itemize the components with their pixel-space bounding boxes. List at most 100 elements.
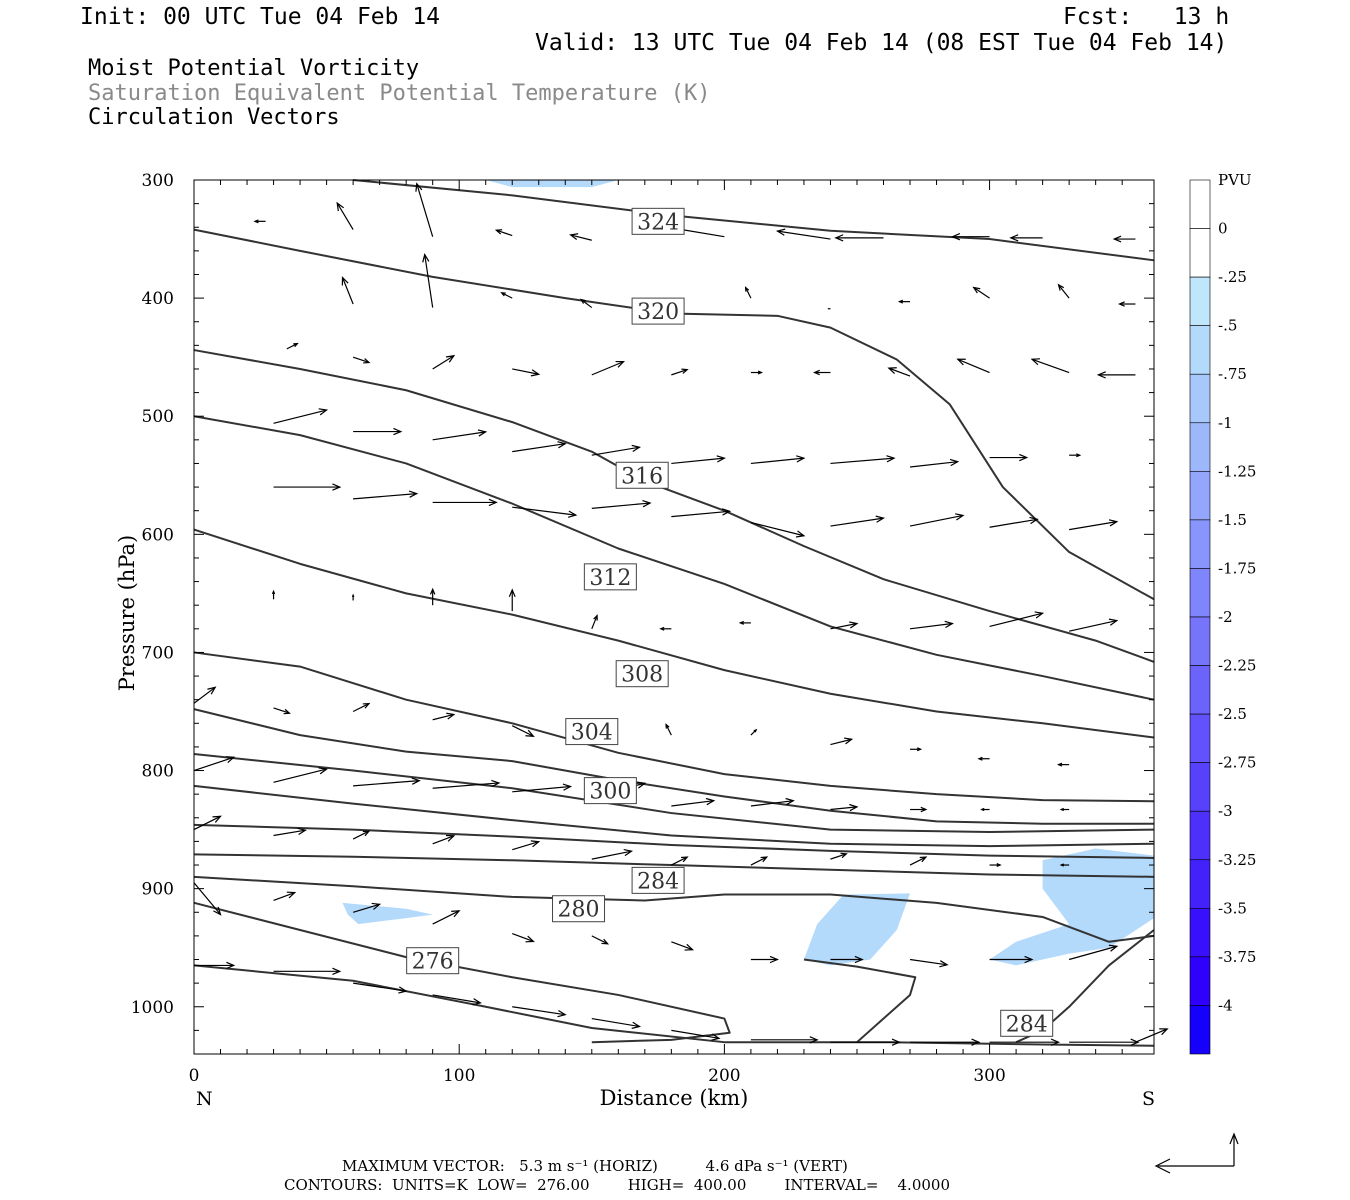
x-axis-label: Distance (km) [600, 1086, 749, 1110]
circulation-vector-48 [512, 506, 578, 518]
y-tick-label-4: 700 [142, 643, 174, 663]
y-tick-label-5: 800 [142, 762, 174, 782]
circulation-vector-32 [1096, 371, 1136, 379]
svg-text:316: 316 [621, 464, 663, 489]
contour-line-11 [193, 875, 1155, 943]
circulation-vector-89 [980, 807, 990, 812]
colorbar-label-15: -3.5 [1218, 899, 1247, 917]
contour-line-2 [193, 349, 1155, 663]
svg-text:324: 324 [637, 210, 679, 235]
contour-label-layer: 324 320 316 312 308 304 300 284 280 276 284 [406, 207, 1054, 1037]
circulation-vector-1 [336, 201, 354, 230]
colorbar-swatch-5 [1189, 422, 1211, 472]
circulation-vector-86 [750, 797, 795, 807]
circulation-vector-99 [830, 852, 848, 860]
circulation-vector-45 [273, 483, 342, 491]
circulation-vector-112 [909, 958, 949, 968]
circulation-vector-0 [253, 219, 266, 224]
circulation-vector-123 [830, 1038, 901, 1046]
circulation-vector-13 [500, 292, 513, 299]
colorbar-swatch-1 [1189, 228, 1211, 278]
colorbar-swatch-8 [1189, 568, 1211, 618]
y-tick-label-2: 500 [142, 407, 174, 427]
circulation-vector-8 [950, 233, 990, 241]
circulation-vector-60 [591, 614, 598, 630]
contour-label-2: 316 [615, 461, 669, 489]
circulation-vector-9 [1009, 234, 1043, 242]
x-tick-label-1: 100 [443, 1066, 475, 1086]
colorbar-swatch-16 [1189, 956, 1211, 1006]
contour-line-13 [803, 958, 917, 1043]
max-vector-note: MAXIMUM VECTOR: 5.3 m s⁻¹ (HORIZ) 4.6 dP… [342, 1157, 848, 1175]
colorbar-swatch-15 [1189, 908, 1211, 958]
contour-line-12 [193, 901, 731, 1044]
circulation-vector-64 [909, 620, 954, 630]
contour-label-6: 300 [583, 777, 637, 805]
circulation-vector-21 [286, 342, 299, 350]
colorbar-swatch-12 [1189, 762, 1211, 812]
contour-line-14 [193, 964, 1155, 1047]
colorbar-label-1: 0 [1218, 220, 1228, 238]
svg-text:280: 280 [558, 898, 600, 923]
title-mpv: Moist Potential Vorticity [88, 56, 420, 81]
circulation-vector-91 [193, 815, 222, 831]
contour-label-3: 312 [583, 563, 637, 591]
colorbar-label-11: -2.5 [1218, 705, 1247, 723]
circulation-vector-75 [830, 737, 854, 746]
circulation-vector-23 [432, 354, 456, 370]
contour-label-9: 276 [406, 947, 460, 975]
circulation-vector-35 [432, 429, 488, 441]
circulation-vector-77 [977, 756, 990, 761]
circulation-vector-85 [671, 797, 716, 807]
svg-text:284: 284 [637, 869, 679, 894]
circulation-vector-126 [1069, 1038, 1140, 1046]
svg-text:308: 308 [621, 663, 663, 688]
circulation-vector-74 [750, 728, 758, 736]
colorbar-swatch-2 [1189, 276, 1211, 326]
pv-fill-layer [342, 180, 1154, 966]
circulation-vector-69 [352, 702, 371, 713]
circulation-vector-51 [750, 521, 806, 538]
circulation-vector-127 [1135, 1028, 1169, 1043]
circulation-vector-14 [579, 298, 593, 309]
pv-area-2 [803, 893, 911, 966]
circulation-vector-78 [1056, 762, 1070, 767]
circulation-vector-80 [273, 767, 329, 783]
circulation-vector-63 [830, 621, 859, 630]
circulation-vector-105 [352, 902, 382, 913]
circulation-vector-27 [750, 370, 764, 375]
circulation-vector-110 [750, 955, 779, 964]
vector-layer [193, 182, 1169, 1046]
circulation-vector-106 [432, 910, 461, 925]
circulation-vector-33 [273, 408, 329, 424]
colorbar-swatch-9 [1189, 616, 1211, 666]
circulation-vector-37 [591, 444, 642, 456]
circulation-vector-36 [512, 441, 567, 453]
x-tick-label-0: 0 [189, 1066, 200, 1086]
circulation-vector-17 [897, 299, 911, 304]
y-tick-label-7: 1000 [131, 998, 174, 1018]
forecast-hour: Fcst: 13 h [1063, 4, 1230, 30]
circulation-vector-3 [494, 229, 513, 237]
axes-layer: 300 400 500 600 700 800 900 1000 0 100 200 300 Dista… [115, 171, 1155, 1110]
circulation-vector-121 [671, 1029, 721, 1041]
circulation-vector-61 [659, 626, 672, 631]
contour-line-9 [193, 823, 1155, 859]
circulation-vector-113 [989, 955, 1034, 964]
circulation-vector-108 [591, 935, 610, 945]
circulation-vector-29 [887, 367, 911, 377]
circulation-vector-79 [193, 756, 236, 772]
circulation-vector-10 [1112, 235, 1136, 243]
circulation-vector-55 [1069, 519, 1119, 531]
circulation-vector-26 [671, 368, 689, 376]
circulation-vector-76 [910, 747, 923, 752]
south-label: S [1142, 1088, 1155, 1110]
circulation-vector-120 [591, 1017, 642, 1029]
contour-line-7 [193, 753, 1155, 833]
contour-line-1 [193, 228, 1155, 601]
circulation-vector-54 [989, 516, 1039, 528]
circulation-vector-39 [750, 455, 806, 465]
reference-vector-icon [1154, 1132, 1239, 1174]
circulation-vector-107 [512, 932, 535, 943]
